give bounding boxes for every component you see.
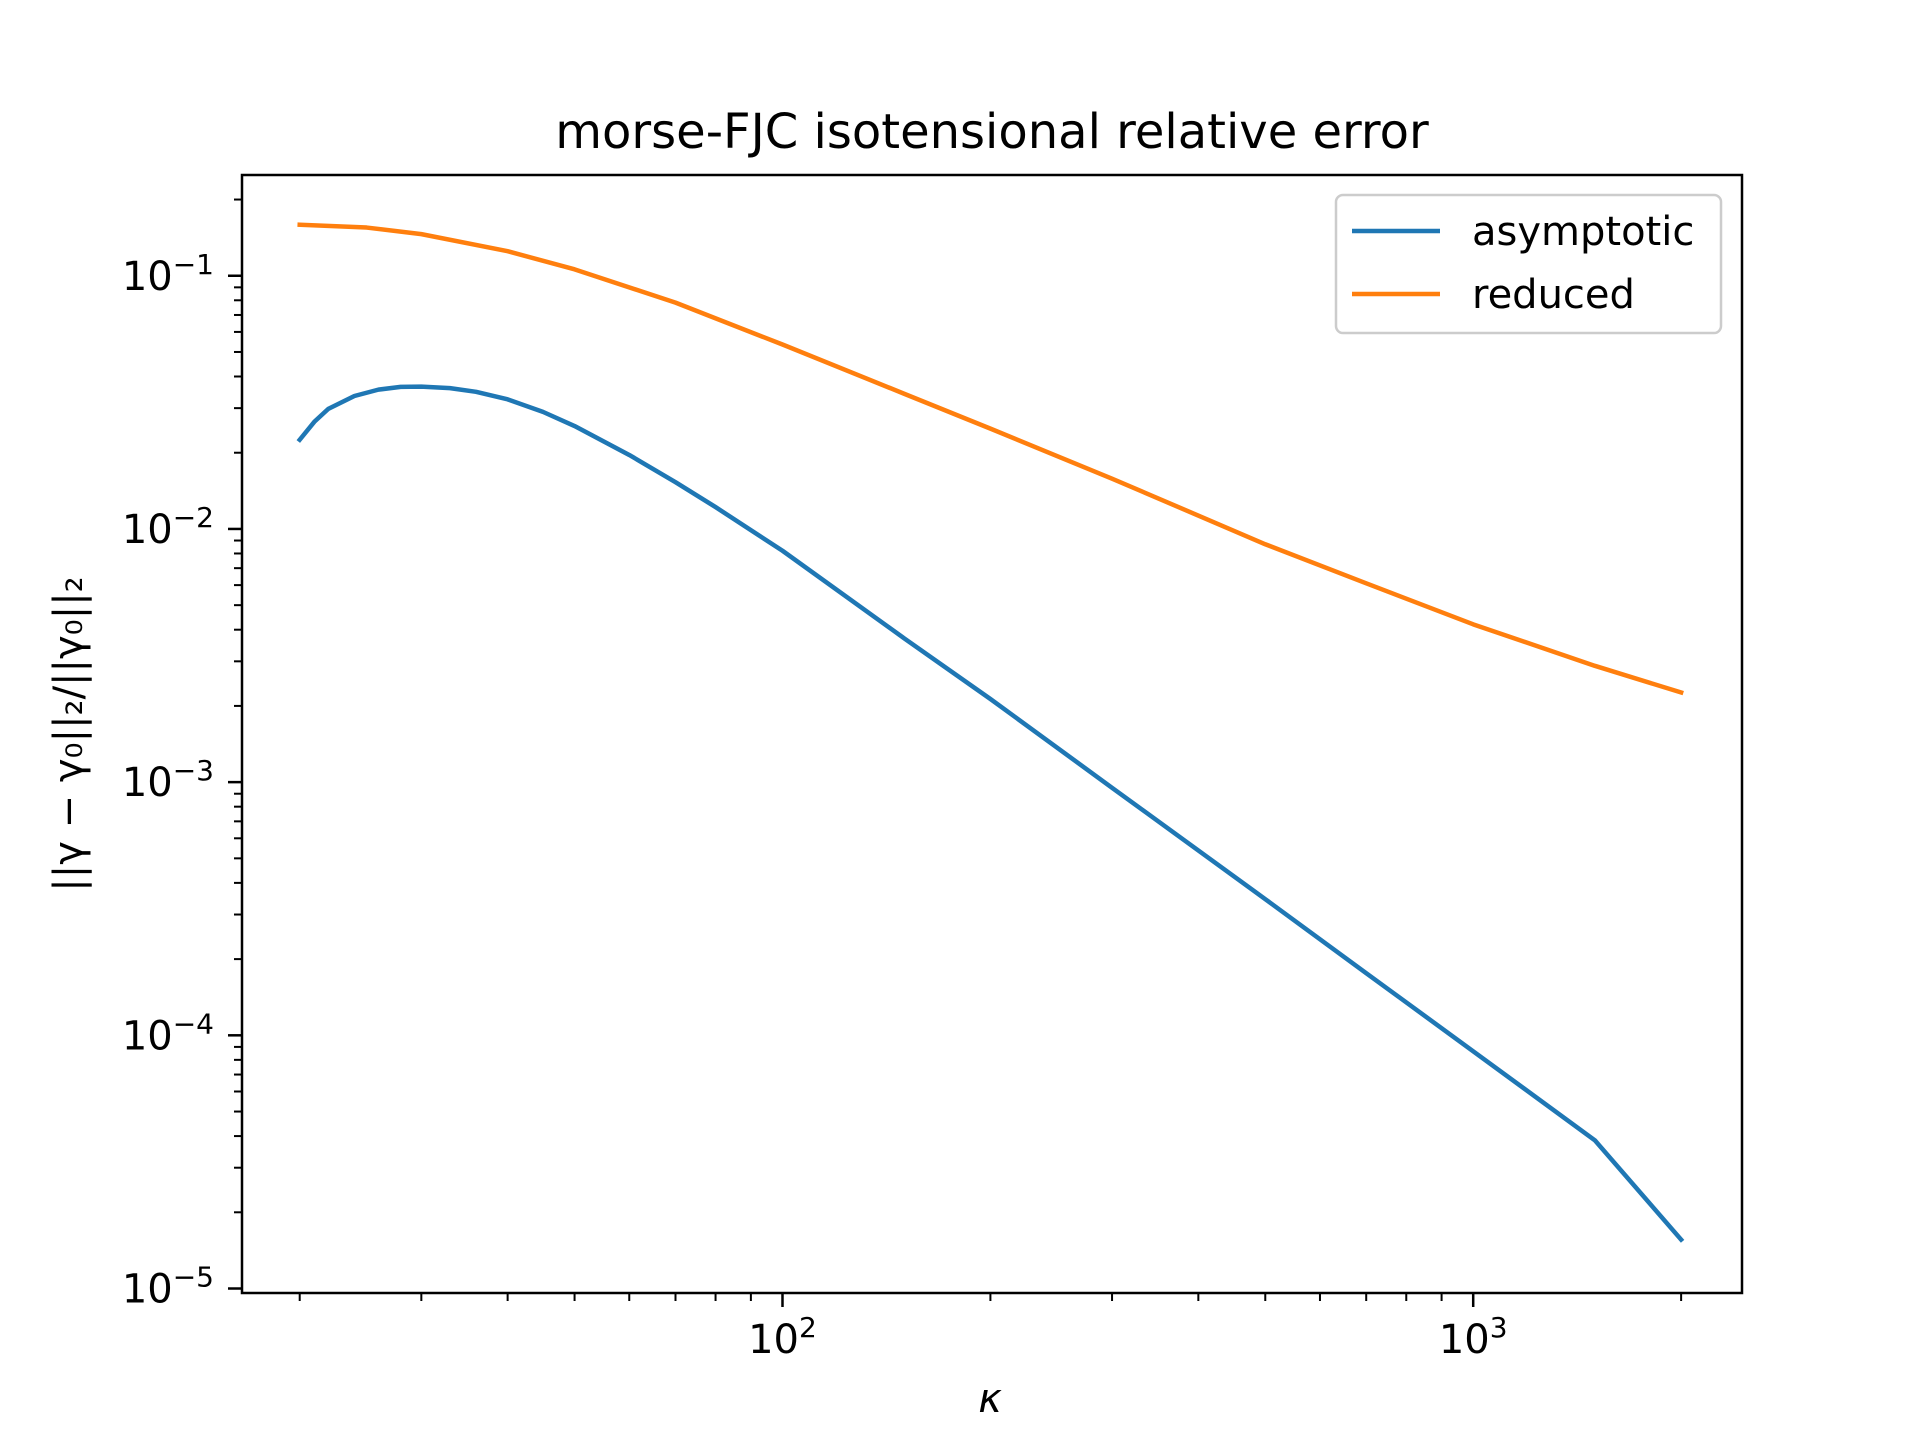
x-tick-label: 102 — [748, 1311, 817, 1363]
legend-label-asymptotic: asymptotic — [1472, 209, 1694, 255]
y-tick-label: 10−5 — [122, 1261, 214, 1313]
y-tick-label: 10−2 — [122, 501, 214, 553]
series-line-reduced — [297, 222, 1684, 696]
y-axis-ticks: 10−1 10−2 10−3 10−4 10−5 — [122, 198, 242, 1313]
chart-title: morse-FJC isotensional relative error — [555, 104, 1429, 160]
y-tick-label: 10−4 — [122, 1007, 214, 1059]
legend-label-reduced: reduced — [1472, 272, 1635, 318]
x-axis-ticks: 102 103 — [298, 1293, 1683, 1363]
y-tick-label: 10−1 — [122, 248, 214, 300]
x-axis-label: κ — [978, 1376, 1002, 1422]
y-axis-label: ||γ − γ₀||₂/||γ₀||₂ — [46, 576, 92, 891]
plot-frame — [240, 173, 1744, 1295]
legend: asymptotic reduced — [1334, 193, 1723, 335]
x-tick-label: 103 — [1439, 1311, 1508, 1363]
series-line-asymptotic — [296, 384, 1685, 1243]
series-layer — [296, 222, 1685, 1243]
y-tick-label: 10−3 — [122, 754, 214, 806]
